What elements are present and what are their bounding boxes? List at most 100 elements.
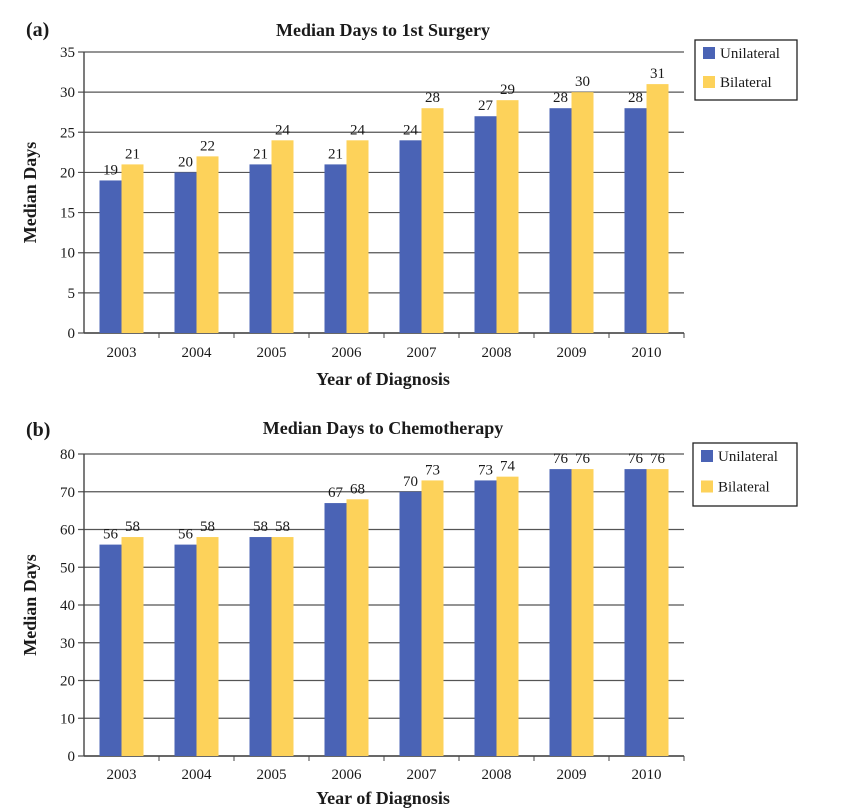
bar-bilateral-2003 xyxy=(121,537,144,756)
data-label: 31 xyxy=(650,66,665,82)
bars xyxy=(99,469,669,756)
legend-swatch-unilateral xyxy=(701,450,713,462)
y-axis-ticks: 0 5 10 15 20 25 30 35 xyxy=(60,45,75,342)
x-tick-label: 2010 xyxy=(632,345,662,361)
panel-label: (a) xyxy=(26,19,49,41)
data-label: 76 xyxy=(650,451,666,467)
bar-unilateral-2006 xyxy=(324,164,347,333)
data-label: 29 xyxy=(500,82,515,98)
y-tick-label: 10 xyxy=(60,246,75,262)
data-label: 22 xyxy=(200,138,215,154)
y-tick-label: 20 xyxy=(60,674,75,690)
x-tick-label: 2007 xyxy=(407,345,438,361)
x-tick-label: 2006 xyxy=(332,767,363,783)
bar-bilateral-2006 xyxy=(346,140,369,333)
bar-unilateral-2004 xyxy=(174,544,197,756)
x-tick-label: 2009 xyxy=(557,767,587,783)
chart-title: Median Days to Chemotherapy xyxy=(263,418,504,438)
chart-title: Median Days to 1st Surgery xyxy=(276,20,490,40)
x-tick-label: 2005 xyxy=(257,345,287,361)
bar-unilateral-2007 xyxy=(399,140,422,333)
y-tick-label: 10 xyxy=(60,711,75,727)
data-label: 76 xyxy=(628,451,644,467)
y-tick-label: 80 xyxy=(60,447,75,463)
data-label: 56 xyxy=(103,527,119,543)
bar-unilateral-2008 xyxy=(474,116,497,333)
data-label: 30 xyxy=(575,74,590,90)
y-axis-ticks: 0 10 20 30 40 50 60 70 80 xyxy=(60,447,75,765)
data-label: 70 xyxy=(403,474,418,490)
legend-label-bilateral: Bilateral xyxy=(718,480,770,496)
bar-bilateral-2004 xyxy=(196,156,219,333)
x-tick-label: 2006 xyxy=(332,345,363,361)
bar-unilateral-2009 xyxy=(549,469,572,756)
x-axis-title: Year of Diagnosis xyxy=(316,369,450,389)
x-tick-label: 2003 xyxy=(107,767,137,783)
y-axis-title: Median Days xyxy=(20,142,40,244)
y-tick-label: 35 xyxy=(60,45,75,61)
data-label: 68 xyxy=(350,481,365,497)
x-tick-label: 2003 xyxy=(107,345,137,361)
x-axis-title: Year of Diagnosis xyxy=(316,788,450,808)
bar-unilateral-2010 xyxy=(624,108,647,333)
chart-panel-a: (a) Median Days to 1st Surgery 0 5 10 15 20 25 3… xyxy=(20,19,798,389)
data-label: 76 xyxy=(575,451,591,467)
panel-label: (b) xyxy=(26,419,50,441)
bar-bilateral-2003 xyxy=(121,164,144,333)
y-tick-label: 0 xyxy=(68,326,76,342)
data-label: 73 xyxy=(425,462,440,478)
data-label: 21 xyxy=(125,146,140,162)
y-axis-title: Median Days xyxy=(20,554,40,656)
bar-unilateral-2003 xyxy=(99,544,122,756)
x-axis-ticks: 2003 2004 2005 2006 2007 2008 2009 2010 xyxy=(107,756,685,783)
data-label: 73 xyxy=(478,462,493,478)
y-tick-label: 15 xyxy=(60,206,75,222)
legend: Unilateral Bilateral xyxy=(694,39,798,101)
chart-panel-b: (b) Median Days to Chemotherapy 0 10 20 30 40 5… xyxy=(20,418,798,808)
data-label: 67 xyxy=(328,485,344,501)
bar-bilateral-2009 xyxy=(571,92,594,334)
bars xyxy=(99,84,669,334)
data-labels: 56 58 56 58 58 58 67 68 70 73 73 74 76 76 76 76 xyxy=(103,451,666,542)
bar-unilateral-2009 xyxy=(549,108,572,333)
data-label: 58 xyxy=(200,519,215,535)
data-label: 21 xyxy=(253,146,268,162)
legend-label-unilateral: Unilateral xyxy=(718,449,778,465)
bar-unilateral-2010 xyxy=(624,469,647,756)
x-tick-label: 2009 xyxy=(557,345,587,361)
legend-swatch-bilateral xyxy=(703,76,715,88)
x-axis-ticks: 2003 2004 2005 2006 2007 2008 2009 2010 xyxy=(107,333,685,361)
bar-unilateral-2007 xyxy=(399,491,422,756)
bar-unilateral-2006 xyxy=(324,503,347,756)
data-label: 28 xyxy=(425,90,440,106)
data-label: 56 xyxy=(178,527,194,543)
bar-bilateral-2007 xyxy=(421,108,444,333)
x-tick-label: 2008 xyxy=(482,345,512,361)
data-label: 27 xyxy=(478,98,494,114)
y-tick-label: 50 xyxy=(60,560,75,576)
y-tick-label: 30 xyxy=(60,85,75,101)
legend-swatch-unilateral xyxy=(703,47,715,59)
x-tick-label: 2005 xyxy=(257,767,287,783)
y-tick-label: 60 xyxy=(60,523,75,539)
data-label: 19 xyxy=(103,162,118,178)
legend: Unilateral Bilateral xyxy=(692,442,798,507)
data-label: 76 xyxy=(553,451,569,467)
x-tick-label: 2008 xyxy=(482,767,512,783)
y-tick-label: 20 xyxy=(60,165,75,181)
y-tick-label: 5 xyxy=(68,286,76,302)
data-label: 58 xyxy=(125,519,140,535)
y-tick-label: 25 xyxy=(60,125,75,141)
legend-swatch-bilateral xyxy=(701,480,713,493)
bar-unilateral-2003 xyxy=(99,180,122,333)
x-tick-label: 2004 xyxy=(182,345,213,361)
data-label: 20 xyxy=(178,154,193,170)
x-tick-label: 2010 xyxy=(632,767,662,783)
y-tick-label: 30 xyxy=(60,636,75,652)
x-tick-label: 2004 xyxy=(182,767,213,783)
data-label: 58 xyxy=(253,519,268,535)
data-label: 58 xyxy=(275,519,290,535)
data-label: 24 xyxy=(275,122,291,138)
y-tick-label: 70 xyxy=(60,485,75,501)
